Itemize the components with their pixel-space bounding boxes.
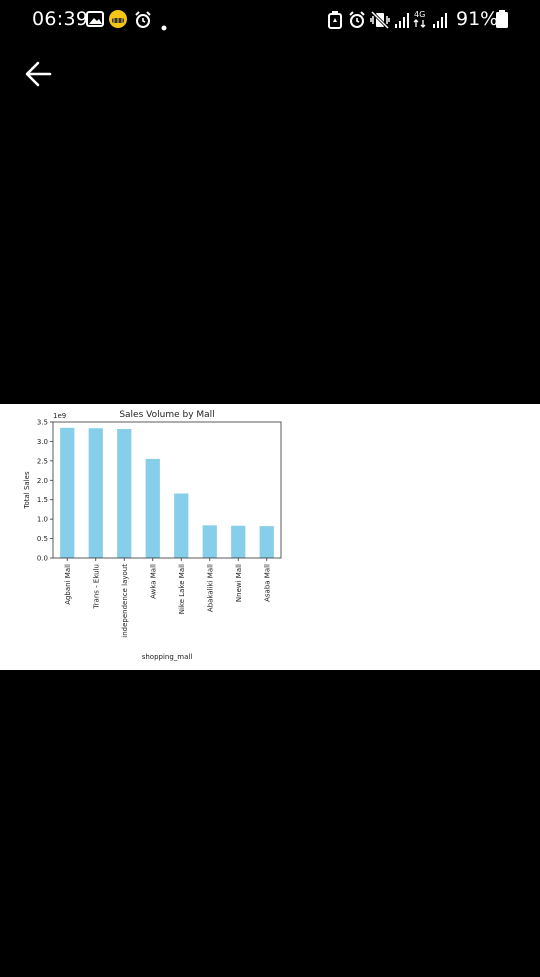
bar-0 [60, 427, 75, 558]
x-axis-label: shopping_mall [142, 653, 193, 661]
status-bar: 06:39 [0, 0, 540, 40]
battery-icon [496, 10, 508, 32]
x-tick-label: independence layout [121, 564, 129, 638]
y-tick-label: 1.5 [37, 496, 48, 504]
alarm-icon [134, 11, 152, 33]
gallery-icon [86, 11, 104, 31]
x-tick-label: Trans - Ekulu [92, 564, 100, 610]
y-offset-label: 1e9 [53, 412, 66, 420]
bar-6 [231, 525, 246, 558]
x-tick-label: Abakaliki Mall [206, 564, 214, 612]
x-tick-label: Agbani Mall [64, 564, 72, 605]
notification-dot-icon [161, 16, 167, 35]
signal-icon [432, 11, 448, 33]
y-tick-label: 3.0 [37, 438, 48, 446]
y-tick-label: 0.5 [37, 535, 48, 543]
bar-1 [88, 428, 103, 558]
y-tick-label: 2.5 [37, 457, 48, 465]
y-tick-label: 0.0 [37, 555, 48, 563]
back-button[interactable] [20, 54, 60, 94]
bar-3 [145, 458, 160, 558]
y-axis-label: Total Sales [23, 471, 31, 510]
signal-icon [394, 11, 410, 33]
y-tick-label: 2.0 [37, 477, 48, 485]
y-tick-label: 3.5 [37, 419, 48, 427]
bar-7 [259, 526, 274, 558]
plot-frame [52, 421, 282, 559]
vibrate-icon [370, 10, 390, 33]
status-time: 06:39 [32, 8, 89, 30]
bar-2 [117, 428, 132, 558]
svg-text:4G: 4G [414, 10, 425, 19]
x-tick-label: Nnewi Mall [235, 564, 243, 602]
arrow-left-icon [20, 61, 60, 98]
bar-chart: Sales Volume by Mall 1e9 Total Sales sho… [23, 410, 282, 661]
x-tick-label: Asaba Mall [263, 564, 271, 602]
emoji-face-icon [108, 9, 128, 33]
chart-title: Sales Volume by Mall [119, 410, 214, 420]
alarm-icon [348, 11, 366, 33]
bar-4 [174, 493, 189, 558]
battery-percentage: 91% [456, 8, 499, 30]
x-tick-label: Awka Mall [149, 564, 157, 599]
y-tick-label: 1.0 [37, 516, 48, 524]
image-viewer[interactable]: Sales Volume by Mall 1e9 Total Sales sho… [0, 404, 540, 670]
x-tick-label: Nike Lake Mall [178, 564, 186, 614]
battery-saver-icon [328, 11, 342, 33]
bar-5 [202, 525, 217, 558]
4g-icon: 4G [413, 9, 429, 33]
